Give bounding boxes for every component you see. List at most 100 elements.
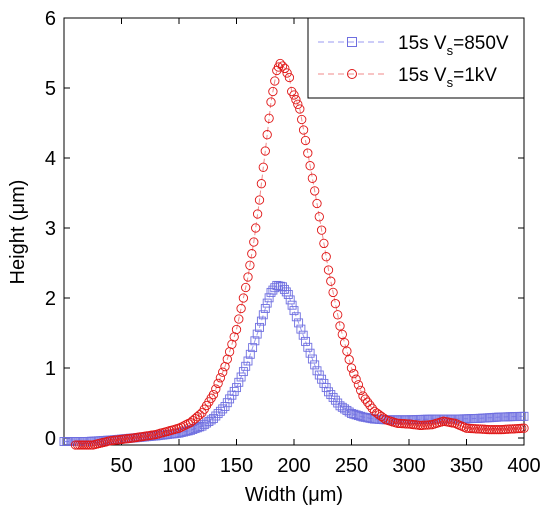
data-point-circle — [372, 408, 382, 418]
y-tick-label: 0 — [45, 428, 56, 450]
legend-main-series-2: 15s V — [398, 65, 447, 86]
data-point-circle — [333, 310, 343, 320]
data-point-square — [262, 298, 272, 308]
data-point-circle — [282, 68, 292, 78]
legend-tail-series-2: =1kV — [453, 65, 497, 86]
data-point-circle — [335, 321, 345, 331]
data-point-circle — [183, 419, 193, 429]
data-point-square — [301, 336, 310, 346]
data-point-square — [337, 402, 347, 412]
data-point-square — [328, 392, 338, 402]
data-point-square — [192, 423, 202, 433]
data-point-square — [303, 342, 313, 352]
data-point-circle — [218, 367, 228, 377]
data-point-circle — [314, 212, 324, 222]
data-point-circle — [305, 161, 315, 171]
data-point-square — [256, 316, 266, 326]
data-point-square — [234, 377, 244, 387]
data-point-circle — [328, 287, 338, 298]
x-axis-label: Width (μm) — [245, 484, 343, 506]
data-point-circle — [289, 90, 299, 100]
data-point-circle — [222, 354, 232, 364]
y-tick-label: 1 — [45, 358, 56, 380]
data-point-circle — [234, 314, 244, 324]
data-point-circle — [215, 373, 226, 383]
data-point-square — [188, 425, 198, 434]
data-point-square — [285, 295, 295, 305]
data-point-circle — [487, 424, 497, 435]
data-point-circle — [494, 424, 504, 435]
data-point-square — [291, 312, 301, 322]
data-point-circle — [275, 58, 285, 69]
data-point-circle — [420, 420, 430, 430]
x-axis-ticks: 50 100 150 200 250 300 350 400 — [110, 18, 541, 477]
data-point-circle — [280, 63, 290, 74]
data-point-square — [218, 404, 228, 414]
data-point-circle — [268, 86, 278, 97]
data-point-circle — [303, 148, 313, 158]
legend-marker-series-1 — [347, 37, 357, 47]
data-point-circle — [300, 135, 311, 146]
data-point-circle — [256, 179, 267, 189]
data-point-circle — [245, 260, 255, 270]
data-point-square — [255, 322, 264, 332]
legend-label-series-1: 15s Vs=850V — [398, 33, 509, 58]
data-point-circle — [517, 423, 527, 433]
data-point-circle — [293, 99, 303, 109]
data-point-circle — [461, 423, 472, 433]
data-point-square — [310, 360, 320, 370]
data-point-square — [298, 330, 308, 340]
data-point-circle — [346, 363, 357, 373]
data-point-circle — [298, 125, 309, 135]
data-point-circle — [251, 223, 261, 233]
data-point-circle — [229, 332, 239, 342]
data-point-circle — [489, 424, 499, 435]
data-point-square — [197, 421, 207, 431]
data-point-square — [324, 387, 333, 397]
y-tick-label: 5 — [45, 78, 56, 100]
x-tick-label: 150 — [220, 455, 253, 477]
legend-sub-series-1: s — [447, 43, 454, 58]
y-tick-label: 6 — [45, 8, 56, 30]
data-point-circle — [473, 424, 483, 434]
x-tick-label: 250 — [335, 455, 368, 477]
data-point-square — [232, 383, 241, 393]
legend-main-series-1: 15s V — [398, 33, 447, 54]
data-point-square — [209, 413, 218, 423]
legend-tail-series-1: =850V — [453, 33, 509, 54]
data-point-circle — [397, 418, 407, 429]
data-point-circle — [484, 424, 495, 435]
data-point-square — [347, 409, 356, 418]
x-tick-label: 200 — [277, 455, 310, 477]
x-tick-label: 350 — [450, 455, 483, 477]
legend: 15s Vs=850V 15s Vs =1kV — [307, 17, 525, 99]
series-1 — [59, 280, 529, 446]
x-tick-label: 400 — [507, 455, 540, 477]
data-point-circle — [425, 420, 435, 430]
data-point-circle — [392, 418, 403, 428]
data-point-circle — [291, 95, 301, 105]
data-point-circle — [326, 276, 336, 286]
data-point-circle — [321, 252, 331, 262]
data-point-circle — [270, 76, 280, 86]
data-point-circle — [236, 303, 246, 314]
data-point-circle — [260, 146, 270, 156]
y-tick-label: 3 — [45, 218, 56, 240]
data-point-square — [243, 356, 253, 366]
data-point-circle — [181, 420, 191, 430]
data-point-square — [344, 407, 354, 417]
data-point-square — [363, 413, 373, 423]
data-point-circle — [519, 423, 529, 433]
data-point-circle — [208, 389, 219, 400]
data-point-circle — [319, 238, 329, 249]
data-point-circle — [258, 162, 268, 172]
data-point-square — [351, 410, 361, 420]
data-point-square — [289, 306, 299, 316]
data-point-circle — [266, 97, 276, 107]
data-point-square — [356, 411, 366, 421]
data-point-circle — [500, 424, 511, 434]
data-point-circle — [264, 113, 274, 123]
data-point-circle — [241, 282, 251, 293]
data-point-circle — [344, 354, 354, 365]
data-point-circle — [457, 421, 467, 431]
